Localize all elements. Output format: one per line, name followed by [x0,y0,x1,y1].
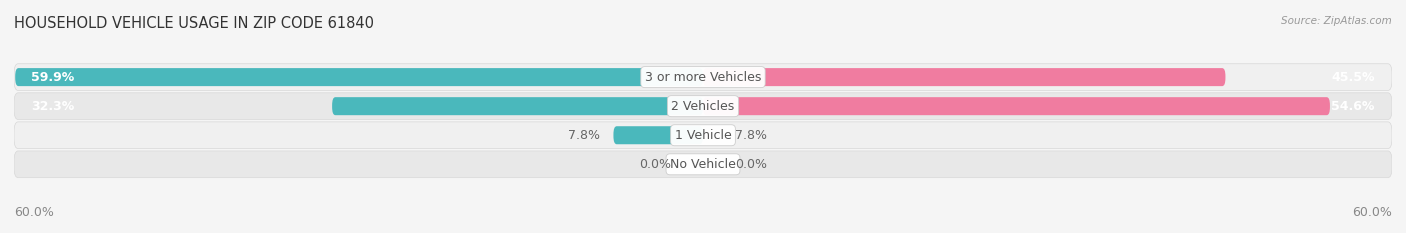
Text: 32.3%: 32.3% [31,100,75,113]
Text: 1 Vehicle: 1 Vehicle [675,129,731,142]
FancyBboxPatch shape [703,97,1330,115]
Text: 60.0%: 60.0% [1353,206,1392,219]
Text: 54.6%: 54.6% [1331,100,1375,113]
FancyBboxPatch shape [332,97,703,115]
FancyBboxPatch shape [703,68,1226,86]
Text: 0.0%: 0.0% [735,158,768,171]
Text: 59.9%: 59.9% [31,71,75,84]
FancyBboxPatch shape [14,122,1392,149]
Text: 45.5%: 45.5% [1331,71,1375,84]
Text: HOUSEHOLD VEHICLE USAGE IN ZIP CODE 61840: HOUSEHOLD VEHICLE USAGE IN ZIP CODE 6184… [14,16,374,31]
FancyBboxPatch shape [14,93,1392,120]
FancyBboxPatch shape [14,64,1392,90]
Text: No Vehicle: No Vehicle [671,158,735,171]
FancyBboxPatch shape [15,68,703,86]
Text: 7.8%: 7.8% [735,129,768,142]
Text: 2 Vehicles: 2 Vehicles [672,100,734,113]
Text: 60.0%: 60.0% [14,206,53,219]
Text: 3 or more Vehicles: 3 or more Vehicles [645,71,761,84]
FancyBboxPatch shape [613,126,703,144]
Text: 7.8%: 7.8% [568,129,599,142]
FancyBboxPatch shape [14,151,1392,178]
Text: Source: ZipAtlas.com: Source: ZipAtlas.com [1281,16,1392,26]
Text: 0.0%: 0.0% [638,158,671,171]
